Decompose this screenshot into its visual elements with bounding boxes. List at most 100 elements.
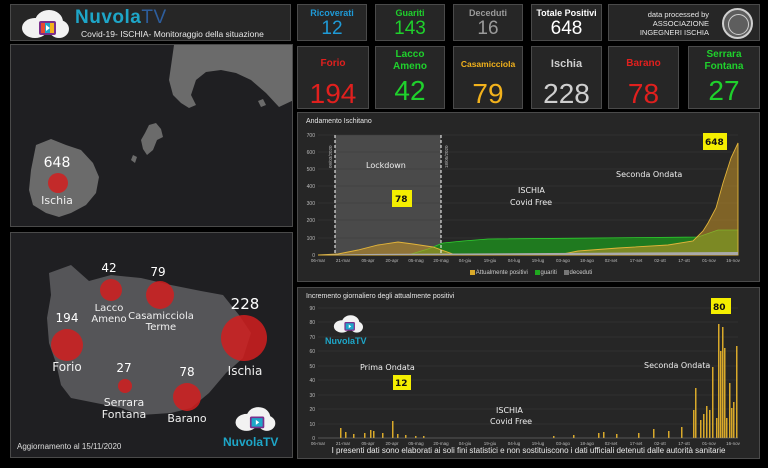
nuvolatv-logo-icon: [22, 10, 69, 38]
svg-text:20: 20: [309, 407, 315, 413]
svg-text:04-lug: 04-lug: [508, 441, 521, 446]
svg-text:05-mag: 05-mag: [408, 258, 424, 263]
brand-name: NuvolaTV: [75, 7, 167, 28]
stat-totale-positivi: Totale Positivi 648: [531, 4, 602, 41]
svg-text:20-mag: 20-mag: [433, 441, 449, 446]
chart-andamento-ischitano: Andamento Ischitano 700 600 500 400 300 200 …: [297, 112, 760, 282]
svg-text:09/03/2020: 09/03/2020: [328, 145, 333, 168]
svg-text:20-apr: 20-apr: [385, 258, 399, 263]
stat-guariti: Guariti 143: [375, 4, 445, 41]
svg-text:50: 50: [309, 364, 315, 370]
svg-text:648: 648: [705, 138, 724, 148]
svg-text:700: 700: [307, 133, 316, 139]
svg-text:ISCHIA: ISCHIA: [518, 186, 545, 195]
chart-title: Incremento giornaliero degli attualmente…: [306, 293, 455, 300]
svg-text:05-apr: 05-apr: [361, 258, 375, 263]
ischia-island-label: Ischia: [41, 194, 73, 207]
svg-text:02-ott: 02-ott: [654, 258, 666, 263]
svg-text:02-ott: 02-ott: [654, 441, 666, 446]
svg-text:17-set: 17-set: [630, 441, 643, 446]
svg-text:05-apr: 05-apr: [361, 441, 375, 446]
svg-text:19-giu: 19-giu: [484, 441, 497, 446]
stat-barano: Barano 78: [608, 46, 679, 109]
svg-text:19-lug: 19-lug: [532, 258, 545, 263]
bubble-serrara-fontana[interactable]: [118, 379, 132, 393]
svg-text:19-lug: 19-lug: [532, 441, 545, 446]
svg-text:02-set: 02-set: [605, 258, 618, 263]
svg-text:Seconda Ondata: Seconda Ondata: [644, 361, 710, 370]
svg-text:500: 500: [307, 167, 316, 173]
svg-text:20-apr: 20-apr: [385, 441, 399, 446]
bubble-ischia[interactable]: [221, 315, 267, 361]
svg-text:Lockdown: Lockdown: [366, 161, 406, 170]
svg-text:20-mag: 20-mag: [433, 258, 449, 263]
stat-casamicciola: Casamicciola 79: [453, 46, 523, 109]
svg-text:01-nov: 01-nov: [702, 258, 717, 263]
bubble-lacco-ameno[interactable]: [100, 279, 122, 301]
svg-text:18-ago: 18-ago: [580, 441, 595, 446]
svg-text:Prima Ondata: Prima Ondata: [360, 363, 415, 372]
svg-text:100: 100: [307, 236, 316, 242]
svg-text:10: 10: [309, 422, 315, 428]
svg-text:02-set: 02-set: [605, 441, 618, 446]
svg-text:Covid Free: Covid Free: [510, 198, 552, 207]
stat-ricoverati: Ricoverati 12: [297, 4, 367, 41]
svg-text:400: 400: [307, 184, 316, 190]
svg-text:04-lug: 04-lug: [508, 258, 521, 263]
app-header: NuvolaTV Covid-19- ISCHIA- Monitoraggio …: [10, 4, 291, 41]
svg-text:21-mar: 21-mar: [336, 441, 351, 446]
svg-text:16-nov: 16-nov: [726, 441, 741, 446]
svg-text:600: 600: [307, 150, 316, 156]
data-processed-by: data processed by ASSOCIAZIONE INGEGNERI…: [608, 4, 760, 41]
stat-serrara-fontana: Serrara Fontana 27: [688, 46, 760, 109]
svg-text:78: 78: [395, 195, 408, 205]
svg-text:04-giu: 04-giu: [459, 258, 472, 263]
stat-deceduti: Deceduti 16: [453, 4, 523, 41]
ischia-island-shape: [47, 265, 251, 415]
svg-text:200: 200: [307, 218, 316, 224]
svg-text:03-ago: 03-ago: [556, 258, 571, 263]
svg-text:12: 12: [395, 379, 408, 389]
stat-forio: Forio 194: [297, 46, 369, 109]
svg-text:17-ott: 17-ott: [678, 258, 690, 263]
nuvolatv-watermark-icon: [333, 315, 363, 333]
chart-incremento-giornaliero: Incremento giornaliero degli attualmente…: [297, 287, 760, 459]
bubble-forio[interactable]: [51, 329, 83, 361]
chart-legend: Attualmente positivi guariti deceduti: [298, 269, 759, 276]
svg-text:40: 40: [309, 378, 315, 384]
header-subtitle: Covid-19- ISCHIA- Monitoraggio della sit…: [81, 29, 264, 39]
last-updated: Aggiornamento al 15/11/2020: [17, 442, 122, 451]
svg-text:30: 30: [309, 393, 315, 399]
svg-text:18-ago: 18-ago: [580, 258, 595, 263]
svg-text:05-mag: 05-mag: [408, 441, 424, 446]
svg-text:06-mar: 06-mar: [311, 258, 326, 263]
total-positive-label: 648: [43, 155, 71, 171]
nuvolatv-watermark-icon: [235, 407, 276, 431]
svg-text:03-ago: 03-ago: [556, 441, 571, 446]
svg-text:0: 0: [312, 253, 315, 259]
svg-text:18/05/2020: 18/05/2020: [444, 145, 449, 168]
svg-text:04-giu: 04-giu: [459, 441, 472, 446]
ischia-total-bubble[interactable]: [48, 173, 68, 193]
svg-text:80: 80: [309, 320, 315, 326]
watermark-text: NuvolaTV: [223, 435, 279, 449]
svg-text:Seconda Ondata: Seconda Ondata: [616, 170, 682, 179]
bubble-casamicciola[interactable]: [146, 281, 174, 309]
svg-text:ISCHIA: ISCHIA: [496, 406, 523, 415]
overview-map[interactable]: 648 Ischia: [10, 44, 293, 227]
ischia-municipalities-map[interactable]: 42 Lacco Ameno 79 Casamicciola Terme 194…: [10, 232, 293, 458]
svg-text:01-nov: 01-nov: [702, 441, 717, 446]
svg-text:17-ott: 17-ott: [678, 441, 690, 446]
svg-text:16-nov: 16-nov: [726, 258, 741, 263]
svg-text:300: 300: [307, 201, 316, 207]
svg-text:21-mar: 21-mar: [336, 258, 351, 263]
svg-text:70: 70: [309, 335, 315, 341]
svg-text:06-mar: 06-mar: [311, 441, 326, 446]
svg-text:90: 90: [309, 306, 315, 312]
svg-text:17-set: 17-set: [630, 258, 643, 263]
disclaimer-text: I presenti dati sono elaborati ai soli f…: [331, 446, 726, 455]
area-chart: 700 600 500 400 300 200 100 0 09/03/2020 18/0…: [307, 133, 741, 263]
svg-text:80: 80: [713, 303, 726, 313]
bubble-barano[interactable]: [173, 383, 201, 411]
